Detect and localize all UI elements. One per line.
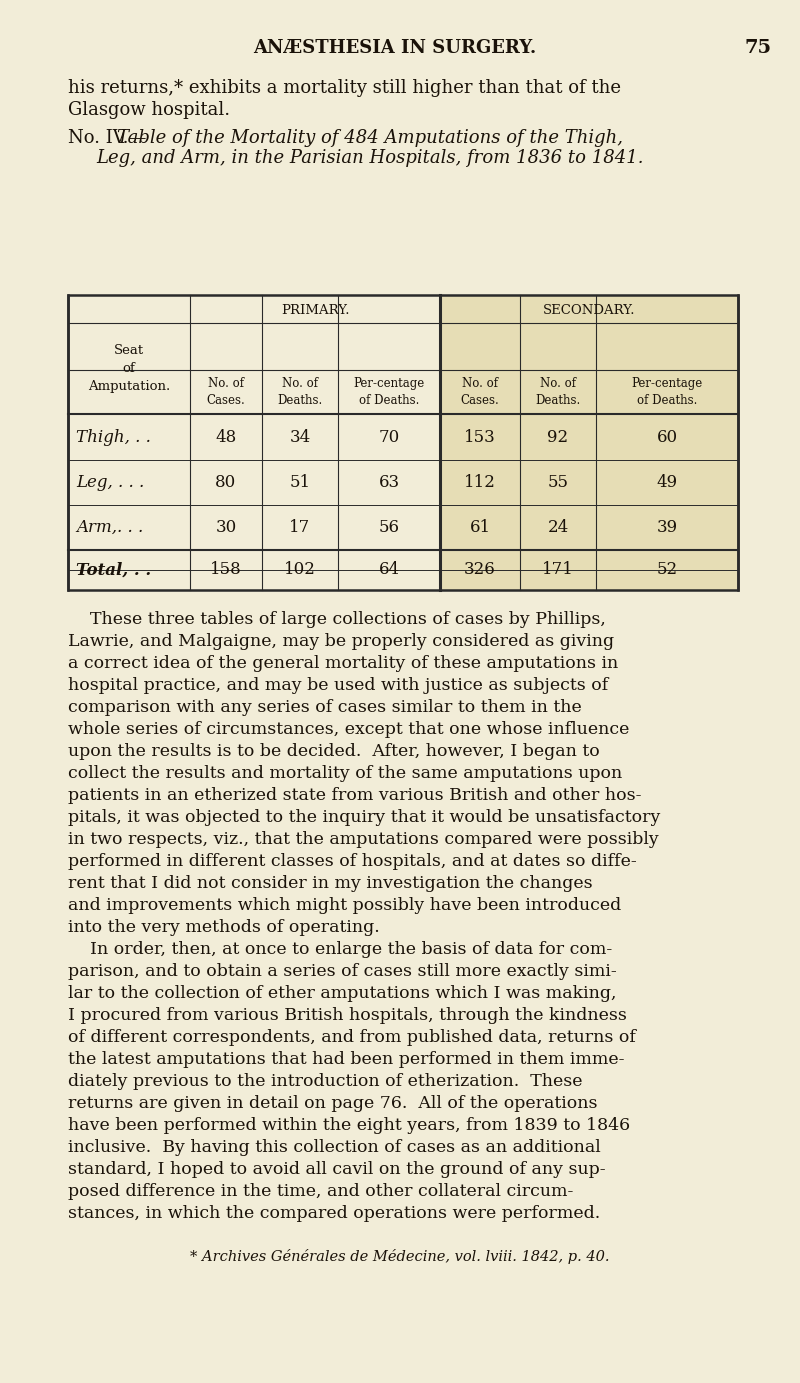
Text: Leg, . . .: Leg, . . . — [76, 474, 144, 491]
Text: a correct idea of the general mortality of these amputations in: a correct idea of the general mortality … — [68, 656, 618, 672]
Text: 48: 48 — [215, 429, 237, 445]
Text: Thigh, . .: Thigh, . . — [76, 429, 151, 445]
Text: * Archives Générales de Médecine, vol. lviii. 1842, p. 40.: * Archives Générales de Médecine, vol. l… — [190, 1249, 610, 1264]
Text: 63: 63 — [378, 474, 399, 491]
Text: 158: 158 — [210, 561, 242, 578]
Text: Per-centage
of Deaths.: Per-centage of Deaths. — [354, 378, 425, 407]
Text: whole series of circumstances, except that one whose influence: whole series of circumstances, except th… — [68, 722, 630, 739]
Bar — [440, 295, 738, 591]
Text: I procured from various British hospitals, through the kindness: I procured from various British hospital… — [68, 1007, 627, 1025]
Text: into the very methods of operating.: into the very methods of operating. — [68, 920, 380, 936]
Text: inclusive.  By having this collection of cases as an additional: inclusive. By having this collection of … — [68, 1140, 601, 1156]
Text: 326: 326 — [464, 561, 496, 578]
Text: 75: 75 — [745, 39, 772, 57]
Text: Seat
of
Amputation.: Seat of Amputation. — [88, 344, 170, 393]
Text: Leg, and Arm, in the Parisian Hospitals, from 1836 to 1841.: Leg, and Arm, in the Parisian Hospitals,… — [96, 149, 643, 167]
Text: 30: 30 — [215, 519, 237, 537]
Text: 171: 171 — [542, 561, 574, 578]
Text: 112: 112 — [464, 474, 496, 491]
Text: standard, I hoped to avoid all cavil on the ground of any sup-: standard, I hoped to avoid all cavil on … — [68, 1162, 606, 1178]
Text: 56: 56 — [378, 519, 399, 537]
Text: SECONDARY.: SECONDARY. — [542, 303, 635, 317]
Text: 60: 60 — [657, 429, 678, 445]
Text: the latest amputations that had been performed in them imme-: the latest amputations that had been per… — [68, 1051, 625, 1069]
Text: Glasgow hospital.: Glasgow hospital. — [68, 101, 230, 119]
Text: 39: 39 — [657, 519, 678, 537]
Text: posed difference in the time, and other collateral circum-: posed difference in the time, and other … — [68, 1184, 574, 1200]
Text: 55: 55 — [547, 474, 569, 491]
Text: 49: 49 — [657, 474, 678, 491]
Text: performed in different classes of hospitals, and at dates so diffe-: performed in different classes of hospit… — [68, 853, 637, 870]
Text: 92: 92 — [547, 429, 569, 445]
Text: collect the results and mortality of the same amputations upon: collect the results and mortality of the… — [68, 766, 622, 783]
Text: hospital practice, and may be used with justice as subjects of: hospital practice, and may be used with … — [68, 678, 608, 694]
Text: upon the results is to be decided.  After, however, I began to: upon the results is to be decided. After… — [68, 744, 600, 761]
Text: his returns,* exhibits a mortality still higher than that of the: his returns,* exhibits a mortality still… — [68, 79, 621, 97]
Text: Table of the Mortality of 484 Amputations of the Thigh,: Table of the Mortality of 484 Amputation… — [117, 129, 623, 147]
Text: 34: 34 — [290, 429, 310, 445]
Text: returns are given in detail on page 76.  All of the operations: returns are given in detail on page 76. … — [68, 1095, 598, 1112]
Text: 61: 61 — [470, 519, 490, 537]
Text: parison, and to obtain a series of cases still more exactly simi-: parison, and to obtain a series of cases… — [68, 964, 617, 981]
Text: In order, then, at once to enlarge the basis of data for com-: In order, then, at once to enlarge the b… — [68, 942, 612, 958]
Text: No. of
Deaths.: No. of Deaths. — [278, 378, 322, 407]
Bar — [68, 295, 738, 591]
Text: PRIMARY.: PRIMARY. — [281, 303, 350, 317]
Text: 153: 153 — [464, 429, 496, 445]
Text: pitals, it was objected to the inquiry that it would be unsatisfactory: pitals, it was objected to the inquiry t… — [68, 809, 660, 827]
Text: 52: 52 — [657, 561, 678, 578]
Text: stances, in which the compared operations were performed.: stances, in which the compared operation… — [68, 1206, 600, 1223]
Text: have been performed within the eight years, from 1839 to 1846: have been performed within the eight yea… — [68, 1117, 630, 1134]
Text: ANÆSTHESIA IN SURGERY.: ANÆSTHESIA IN SURGERY. — [254, 39, 537, 57]
Text: Per-centage
of Deaths.: Per-centage of Deaths. — [631, 378, 702, 407]
Text: patients in an etherized state from various British and other hos-: patients in an etherized state from vari… — [68, 787, 642, 805]
Text: 17: 17 — [290, 519, 310, 537]
Text: 51: 51 — [290, 474, 310, 491]
Text: comparison with any series of cases similar to them in the: comparison with any series of cases simi… — [68, 700, 582, 716]
Text: 24: 24 — [547, 519, 569, 537]
Text: 102: 102 — [284, 561, 316, 578]
Text: and improvements which might possibly have been introduced: and improvements which might possibly ha… — [68, 898, 622, 914]
Text: No. of
Deaths.: No. of Deaths. — [535, 378, 581, 407]
Text: diately previous to the introduction of etherization.  These: diately previous to the introduction of … — [68, 1073, 582, 1091]
Text: Lawrie, and Malgaigne, may be properly considered as giving: Lawrie, and Malgaigne, may be properly c… — [68, 633, 614, 650]
Text: 80: 80 — [215, 474, 237, 491]
Text: No. of
Cases.: No. of Cases. — [461, 378, 499, 407]
Text: 64: 64 — [378, 561, 399, 578]
Text: Arm,. . .: Arm,. . . — [76, 519, 143, 537]
Text: No. IV.—: No. IV.— — [68, 129, 146, 147]
Text: lar to the collection of ether amputations which I was making,: lar to the collection of ether amputatio… — [68, 986, 617, 1003]
Text: of different correspondents, and from published data, returns of: of different correspondents, and from pu… — [68, 1029, 636, 1047]
Text: in two respects, viz., that the amputations compared were possibly: in two respects, viz., that the amputati… — [68, 831, 658, 849]
Text: 70: 70 — [378, 429, 400, 445]
Text: Total, . .: Total, . . — [76, 561, 151, 578]
Text: rent that I did not consider in my investigation the changes: rent that I did not consider in my inves… — [68, 875, 593, 892]
Text: These three tables of large collections of cases by Phillips,: These three tables of large collections … — [68, 611, 606, 628]
Text: No. of
Cases.: No. of Cases. — [206, 378, 246, 407]
